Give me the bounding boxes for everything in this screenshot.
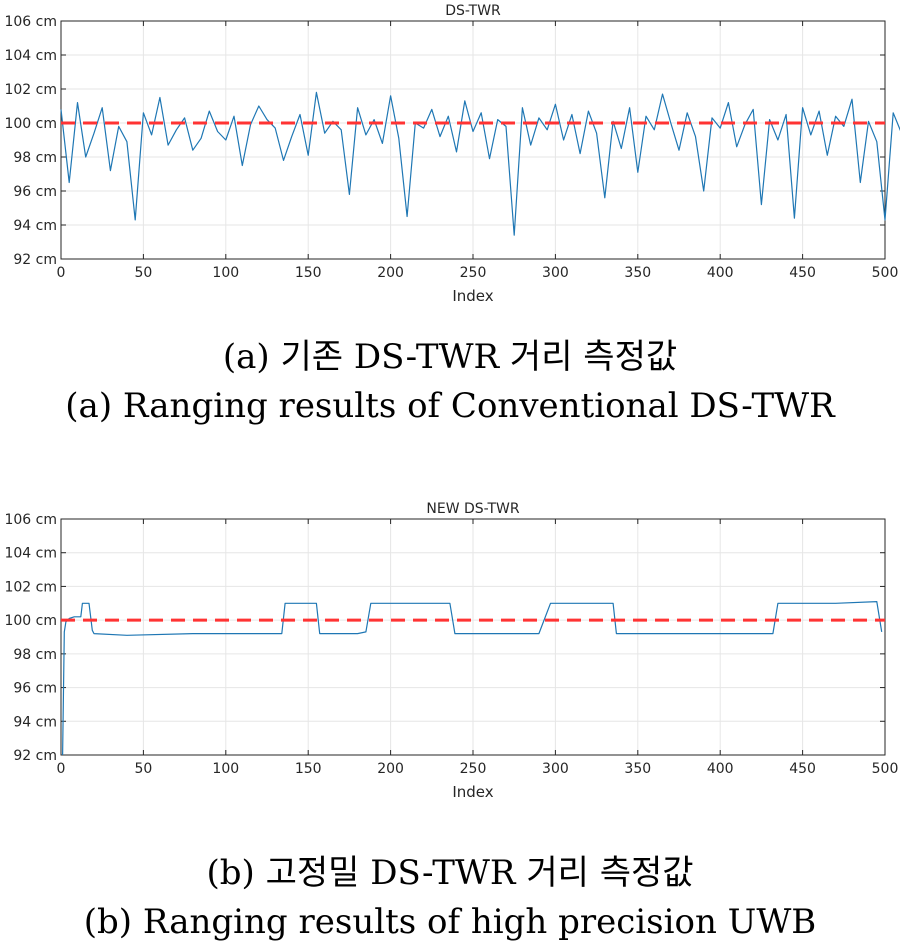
series-line <box>62 600 883 756</box>
series-line <box>60 91 900 236</box>
plot-title: NEW DS-TWR <box>426 501 519 517</box>
y-tick-label: 106 cm <box>4 14 57 30</box>
x-tick-label: 400 <box>707 265 734 281</box>
x-tick-label: 450 <box>789 265 816 281</box>
y-tick-label: 98 cm <box>13 150 57 166</box>
x-tick-label: 0 <box>57 761 66 777</box>
x-tick-label: 250 <box>460 761 487 777</box>
x-tick-label: 500 <box>872 761 899 777</box>
x-tick-label: 50 <box>134 265 152 281</box>
y-tick-label: 100 cm <box>4 116 57 132</box>
plot-title: DS-TWR <box>445 3 501 19</box>
x-tick-label: 200 <box>377 761 404 777</box>
y-tick-label: 92 cm <box>13 252 57 268</box>
x-tick-label: 200 <box>377 265 404 281</box>
y-tick-label: 104 cm <box>4 546 57 562</box>
y-tick-label: 96 cm <box>13 681 57 697</box>
y-tick-label: 102 cm <box>4 579 57 595</box>
y-tick-label: 94 cm <box>13 714 57 730</box>
x-tick-label: 0 <box>57 265 66 281</box>
caption-a-korean: (a) 기존 DS-TWR 거리 측정값 <box>222 337 678 377</box>
y-tick-label: 100 cm <box>4 613 57 629</box>
chart-ds-twr: 0 50 100 150 200 250 300 350 400 450 500 92 cm 94 cm… <box>4 3 900 305</box>
chart-new-ds-twr: 0 50 100 150 200 250 300 350 400 450 500 92 cm 94 cm… <box>4 501 898 801</box>
x-tick-label: 50 <box>134 761 152 777</box>
caption-b-korean: (b) 고정밀 DS-TWR 거리 측정값 <box>206 853 694 893</box>
x-tick-label: 150 <box>295 761 322 777</box>
y-tick-label: 102 cm <box>4 82 57 98</box>
y-tick-label: 104 cm <box>4 48 57 64</box>
x-tick-label: 300 <box>542 761 569 777</box>
y-tick-label: 92 cm <box>13 748 57 764</box>
x-tick-label: 300 <box>542 265 569 281</box>
x-tick-label: 100 <box>212 761 239 777</box>
caption-a-english: (a) Ranging results of Conventional DS-T… <box>65 386 835 426</box>
y-tick-label: 96 cm <box>13 184 57 200</box>
x-tick-label: 250 <box>460 265 487 281</box>
x-tick-label: 450 <box>789 761 816 777</box>
x-tick-label: 350 <box>624 761 651 777</box>
x-axis-label: Index <box>452 783 493 801</box>
x-tick-label: 350 <box>624 265 651 281</box>
y-tick-label: 98 cm <box>13 647 57 663</box>
x-tick-label: 100 <box>212 265 239 281</box>
x-tick-label: 400 <box>707 761 734 777</box>
y-tick-label: 106 cm <box>4 512 57 528</box>
x-axis-label: Index <box>452 287 493 305</box>
x-tick-label: 150 <box>295 265 322 281</box>
y-tick-label: 94 cm <box>13 218 57 234</box>
caption-b-english: (b) Ranging results of high precision UW… <box>83 902 817 942</box>
x-tick-label: 500 <box>872 265 899 281</box>
